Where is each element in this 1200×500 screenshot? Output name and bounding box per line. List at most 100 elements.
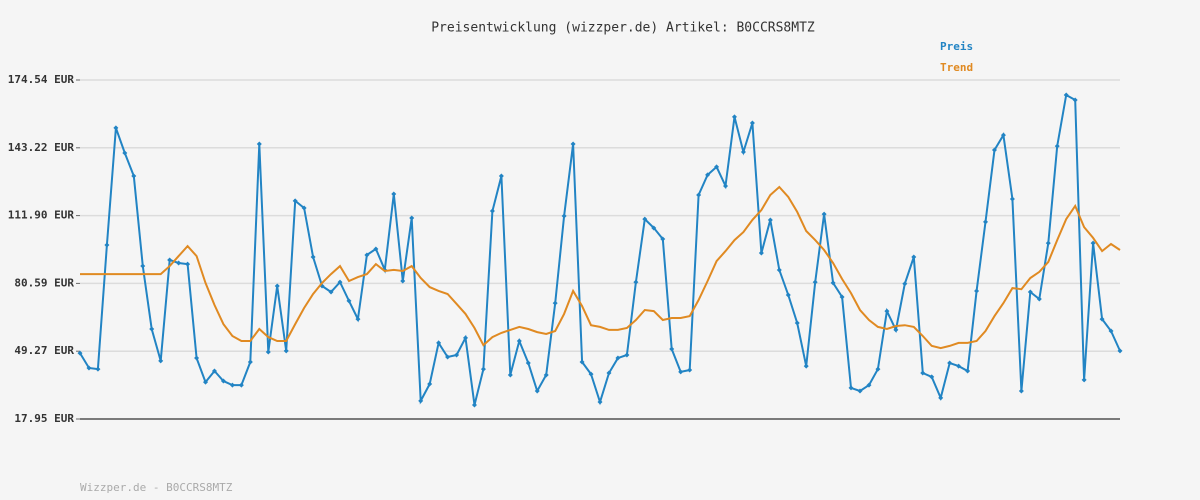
data-point: [812, 279, 818, 285]
data-point: [525, 360, 531, 366]
data-point: [1099, 316, 1105, 322]
data-point: [965, 368, 971, 374]
y-tick-label: 111.90 EUR: [8, 209, 75, 222]
data-point: [131, 173, 137, 179]
data-point: [1018, 388, 1024, 394]
data-point: [1027, 289, 1033, 295]
data-point: [194, 355, 200, 361]
data-point: [687, 367, 693, 373]
data-point: [731, 114, 737, 120]
data-point: [265, 349, 271, 355]
data-point: [310, 254, 316, 260]
data-point: [534, 388, 540, 394]
data-point: [740, 149, 746, 155]
chart-title: Preisentwicklung (wizzper.de) Artikel: B…: [431, 21, 815, 36]
data-point: [391, 191, 397, 197]
data-point: [597, 399, 603, 405]
data-point: [552, 300, 558, 306]
data-point: [866, 382, 872, 388]
data-point: [956, 363, 962, 369]
data-point: [471, 402, 477, 408]
data-point: [463, 335, 469, 341]
data-point: [346, 298, 352, 304]
data-point: [454, 352, 460, 358]
data-point: [893, 327, 899, 333]
data-point: [875, 366, 881, 372]
data-point: [301, 205, 307, 211]
data-point: [400, 278, 406, 284]
data-point: [543, 372, 549, 378]
legend-label: Preis: [940, 40, 973, 53]
data-point: [938, 395, 944, 401]
data-point: [696, 192, 702, 198]
data-point: [373, 246, 379, 252]
data-point: [1000, 132, 1006, 138]
data-point: [498, 173, 504, 179]
data-point: [669, 346, 675, 352]
data-point: [794, 320, 800, 326]
data-point: [409, 215, 415, 221]
data-point: [633, 279, 639, 285]
data-point: [660, 236, 666, 242]
data-point: [776, 267, 782, 273]
data-point: [570, 141, 576, 147]
data-point: [104, 242, 110, 248]
data-point: [516, 338, 522, 344]
data-point: [185, 261, 191, 267]
data-point: [974, 288, 980, 294]
data-point: [803, 363, 809, 369]
data-point: [95, 366, 101, 372]
data-point: [1054, 143, 1060, 149]
series-line: [80, 185, 1121, 350]
data-point: [758, 250, 764, 256]
data-point: [857, 388, 863, 394]
data-point: [220, 378, 226, 384]
data-point: [1090, 240, 1096, 246]
data-point: [821, 211, 827, 217]
data-point: [911, 254, 917, 260]
data-point: [337, 279, 343, 285]
data-point: [1045, 240, 1051, 246]
data-point: [588, 371, 594, 377]
data-point: [839, 294, 845, 300]
data-point: [749, 120, 755, 126]
data-point: [785, 292, 791, 298]
data-point: [158, 358, 164, 364]
y-tick-label: 80.59 EUR: [14, 276, 74, 289]
data-point: [579, 359, 585, 365]
data-point: [211, 368, 217, 374]
data-point: [1108, 328, 1114, 334]
data-point: [77, 350, 83, 356]
data-point: [561, 213, 567, 219]
data-point: [274, 283, 280, 289]
data-point: [140, 263, 146, 269]
data-point: [1117, 348, 1123, 354]
data-point: [947, 360, 953, 366]
data-point: [292, 198, 298, 204]
legend-label: Trend: [940, 61, 973, 74]
data-point: [489, 208, 495, 214]
data-point: [705, 172, 711, 178]
data-point: [678, 369, 684, 375]
data-point: [929, 374, 935, 380]
data-point: [615, 355, 621, 361]
data-point: [1036, 296, 1042, 302]
data-point: [247, 359, 253, 365]
data-point: [642, 216, 648, 222]
data-point: [149, 326, 155, 332]
data-point: [113, 125, 119, 131]
footer: Wizzper.de - B0CCRS8MTZ: [80, 481, 233, 494]
data-point: [1009, 196, 1015, 202]
data-point: [920, 370, 926, 376]
data-point: [848, 385, 854, 391]
y-tick-label: 174.54 EUR: [8, 73, 75, 86]
data-point: [624, 352, 630, 358]
data-point: [767, 217, 773, 223]
data-point: [714, 164, 720, 170]
data-point: [723, 183, 729, 189]
data-point: [651, 225, 657, 231]
data-point: [902, 281, 908, 287]
data-point: [328, 289, 334, 295]
data-point: [364, 252, 370, 258]
